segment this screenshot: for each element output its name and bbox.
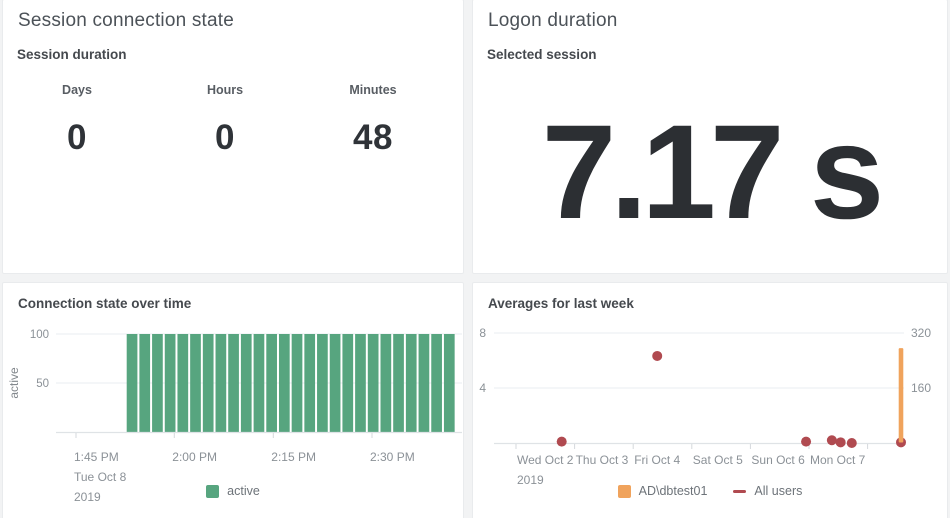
- svg-text:2:15 PM: 2:15 PM: [271, 450, 316, 464]
- duration-col-hours: Hours 0: [151, 83, 299, 158]
- legend-label-all-users: All users: [754, 484, 803, 498]
- dbtest01-series-swatch-icon: [617, 484, 631, 498]
- connection-state-legend: active: [3, 484, 463, 498]
- active-series-swatch-icon: [206, 484, 220, 498]
- connection-state-chart[interactable]: 100 50 1:45 PM Tue Oct 8 2019 2:00 PM 2:15 PM 2…: [3, 283, 463, 518]
- panel-logon-duration: Logon duration Selected session 7.17 s: [472, 0, 948, 274]
- duration-value-hours: 0: [215, 118, 235, 157]
- duration-col-days: Days 0: [3, 83, 151, 158]
- panel-title-logon-duration: Logon duration: [488, 10, 618, 31]
- svg-text:8: 8: [479, 326, 486, 340]
- duration-label-days: Days: [62, 83, 92, 97]
- chart-title-averages: Averages for last week: [488, 296, 634, 311]
- panel-connection-state-over-time: Connection state over time 100 50 1:45 PM T…: [2, 282, 464, 518]
- svg-text:100: 100: [30, 329, 49, 341]
- svg-text:50: 50: [36, 378, 49, 390]
- duration-label-minutes: Minutes: [349, 83, 397, 97]
- selected-session-subtitle: Selected session: [487, 47, 597, 62]
- chart-title-connection-state: Connection state over time: [18, 296, 192, 311]
- panel-averages-last-week: Averages for last week 8 4 320 160 Wed Oct 2…: [472, 282, 948, 518]
- duration-label-hours: Hours: [206, 83, 244, 97]
- averages-legend: AD\dbtest01 All users: [473, 484, 947, 498]
- svg-text:Fri Oct 4: Fri Oct 4: [634, 453, 680, 467]
- legend-item-dbtest01[interactable]: AD\dbtest01: [617, 484, 708, 498]
- svg-text:160: 160: [911, 381, 931, 395]
- legend-item-all-users[interactable]: All users: [733, 484, 802, 498]
- duration-col-minutes: Minutes 48: [299, 83, 447, 158]
- panel-title-session-connection-state: Session connection state: [18, 10, 235, 31]
- svg-text:Sat Oct 5: Sat Oct 5: [693, 453, 743, 467]
- duration-value-days: 0: [67, 118, 87, 157]
- legend-item-active[interactable]: active: [206, 484, 260, 498]
- svg-text:320: 320: [911, 326, 931, 340]
- logon-duration-value: 7.17 s: [541, 98, 885, 247]
- all-users-series-line-icon: [733, 489, 747, 493]
- session-duration-grid: Days 0 Hours 0 Minutes 48: [3, 83, 447, 158]
- svg-text:2:00 PM: 2:00 PM: [172, 450, 217, 464]
- panel-session-connection-state: Session connection state Session duratio…: [2, 0, 464, 274]
- svg-text:Thu Oct 3: Thu Oct 3: [576, 453, 629, 467]
- session-duration-subtitle: Session duration: [17, 47, 127, 62]
- duration-value-minutes: 48: [353, 118, 393, 157]
- svg-text:Mon Oct 7: Mon Oct 7: [810, 453, 866, 467]
- legend-label-dbtest01: AD\dbtest01: [638, 484, 708, 498]
- svg-text:Sun Oct 6: Sun Oct 6: [751, 453, 805, 467]
- svg-text:active: active: [7, 367, 21, 399]
- svg-text:2:30 PM: 2:30 PM: [370, 450, 415, 464]
- svg-text:4: 4: [479, 381, 486, 395]
- legend-label-active: active: [227, 484, 260, 498]
